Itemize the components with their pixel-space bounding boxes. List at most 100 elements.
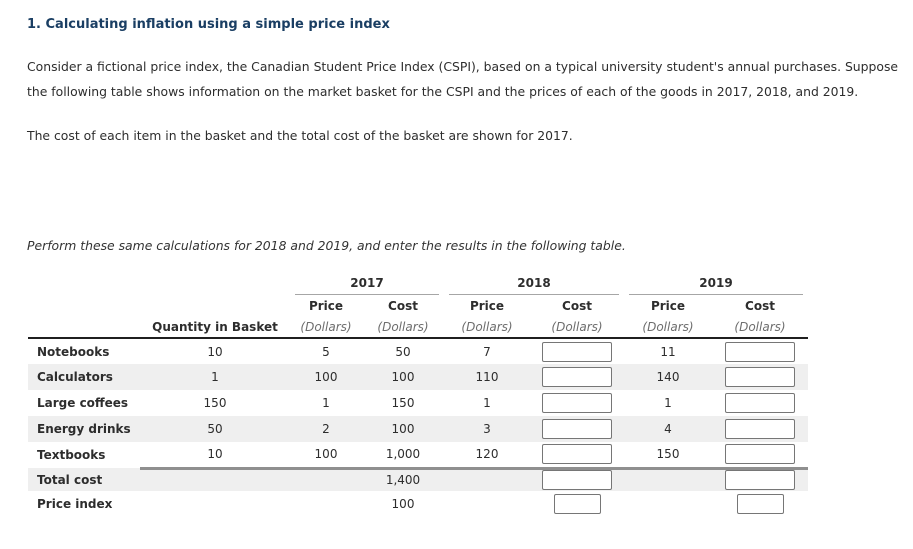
quantity-value: 10 <box>207 447 223 462</box>
item-label: Notebooks <box>37 344 110 359</box>
cost-2017-value: 150 <box>391 396 415 410</box>
year-underline <box>449 294 619 295</box>
cost-2019-input-textbooks[interactable] <box>725 444 795 465</box>
units-header-row: Quantity in Basket (Dollars) (Dollars) (… <box>28 317 808 339</box>
price-2018-value: 7 <box>483 344 491 359</box>
empty-cell <box>290 466 362 491</box>
empty-cell <box>140 466 290 491</box>
year-header-2017: 2017 <box>290 271 444 295</box>
price-index-2019-input-cell <box>712 491 808 517</box>
quantity-header: Quantity in Basket <box>140 317 290 339</box>
cost-2018-input-calculators[interactable] <box>542 367 612 387</box>
item-label: Calculators <box>37 370 113 384</box>
cost-2019-input-cell <box>712 390 808 416</box>
price-2019-value: 4 <box>664 422 672 436</box>
cost-2019-input-calculators[interactable] <box>725 367 795 387</box>
cost-2018-input-large-coffees[interactable] <box>542 393 612 413</box>
cost-note-paragraph: The cost of each item in the basket and … <box>27 128 573 143</box>
year-header-2018: 2018 <box>444 271 624 295</box>
empty-cell <box>624 491 712 517</box>
item-label: Energy drinks <box>37 422 131 436</box>
cost-2017-value: 100 <box>391 422 415 436</box>
table-row-calculators: Calculators 1 100 100 110 140 <box>28 364 808 390</box>
price-cost-header-row: Price Cost Price Cost Price Cost <box>28 295 808 317</box>
cost-2019-input-cell <box>712 416 808 442</box>
quantity-value: 50 <box>207 422 223 436</box>
price-2017-value: 100 <box>314 447 338 462</box>
table-row-textbooks: Textbooks 10 100 1,000 120 150 <box>28 442 808 468</box>
year-underline <box>295 294 439 295</box>
dollars-unit-label: (Dollars) <box>624 317 712 339</box>
price-2018-value: 3 <box>483 422 491 436</box>
cost-2018-input-cell <box>530 442 624 468</box>
cost-2017-header: Cost <box>388 299 418 313</box>
total-cost-label: Total cost <box>37 472 103 487</box>
year-underline <box>629 294 803 295</box>
price-index-label: Price index <box>37 497 113 511</box>
total-cost-2019-input-cell <box>712 466 808 491</box>
price-index-2019-input[interactable] <box>736 494 784 514</box>
cost-2017-value: 100 <box>391 370 415 384</box>
price-2018-header: Price <box>469 299 505 313</box>
dollars-unit-label: (Dollars) <box>712 317 808 339</box>
table-row-notebooks: Notebooks 10 5 50 7 11 <box>28 338 808 364</box>
empty-cell <box>444 466 530 491</box>
price-2017-value: 1 <box>322 396 330 410</box>
quantity-value: 1 <box>211 370 219 384</box>
header-spacer <box>28 271 290 295</box>
year-header-row: 2017 2018 2019 <box>28 271 808 295</box>
item-label: Textbooks <box>37 448 106 462</box>
year-label-2018: 2018 <box>517 276 551 290</box>
question-title: 1. Calculating inflation using a simple … <box>27 17 390 32</box>
cost-2019-input-cell <box>712 364 808 390</box>
item-label: Large coffees <box>37 396 129 410</box>
cost-2019-input-energy-drinks[interactable] <box>725 419 795 439</box>
empty-cell <box>290 491 362 517</box>
cost-2019-input-notebooks[interactable] <box>725 341 795 362</box>
dollars-unit-label: (Dollars) <box>362 317 444 339</box>
cost-2019-input-large-coffees[interactable] <box>725 393 795 413</box>
table-row-energy-drinks: Energy drinks 50 2 100 3 4 <box>28 416 808 442</box>
question-page: 1. Calculating inflation using a simple … <box>27 17 899 517</box>
cost-2019-header: Cost <box>745 299 775 313</box>
dollars-unit-label: (Dollars) <box>530 317 624 339</box>
table-row-large-coffees: Large coffees 150 1 150 1 1 <box>28 390 808 416</box>
cost-2018-input-cell <box>530 338 624 364</box>
cost-2018-input-cell <box>530 416 624 442</box>
empty-cell <box>624 466 712 491</box>
cost-2018-input-cell <box>530 390 624 416</box>
price-2019-value: 150 <box>656 447 680 462</box>
dollars-unit-label: (Dollars) <box>290 317 362 339</box>
cost-2019-input-cell <box>712 442 808 468</box>
quantity-value: 150 <box>203 396 227 410</box>
total-cost-2018-input-cell <box>530 466 624 491</box>
cost-2018-input-notebooks[interactable] <box>542 341 612 362</box>
price-index-2018-input-cell <box>530 491 624 517</box>
price-2018-value: 110 <box>475 370 499 384</box>
price-2018-value: 120 <box>475 447 499 462</box>
price-2017-value: 100 <box>314 370 338 384</box>
intro-paragraph: Consider a fictional price index, the Ca… <box>27 59 899 99</box>
header-spacer <box>28 317 140 339</box>
total-cost-2019-input[interactable] <box>725 470 795 491</box>
year-header-2019: 2019 <box>624 271 808 295</box>
header-spacer <box>28 295 290 317</box>
price-index-2018-input[interactable] <box>553 494 601 514</box>
year-label-2017: 2017 <box>350 276 384 290</box>
cost-2019-input-cell <box>712 338 808 364</box>
price-2018-value: 1 <box>483 396 491 410</box>
empty-cell <box>444 491 530 517</box>
quantity-value: 10 <box>207 344 223 359</box>
total-cost-2018-input[interactable] <box>542 470 612 491</box>
cost-2018-input-energy-drinks[interactable] <box>542 419 612 439</box>
cost-2017-value: 50 <box>395 344 411 359</box>
price-2019-value: 140 <box>656 370 680 384</box>
cost-2018-header: Cost <box>562 299 592 313</box>
cost-2018-input-cell <box>530 364 624 390</box>
dollars-unit-label: (Dollars) <box>444 317 530 339</box>
table-row-total-cost: Total cost 1,400 <box>28 466 808 491</box>
cost-2018-input-textbooks[interactable] <box>542 444 612 465</box>
price-2019-value: 1 <box>664 396 672 410</box>
price-2017-header: Price <box>308 299 344 313</box>
price-2019-value: 11 <box>660 344 676 359</box>
